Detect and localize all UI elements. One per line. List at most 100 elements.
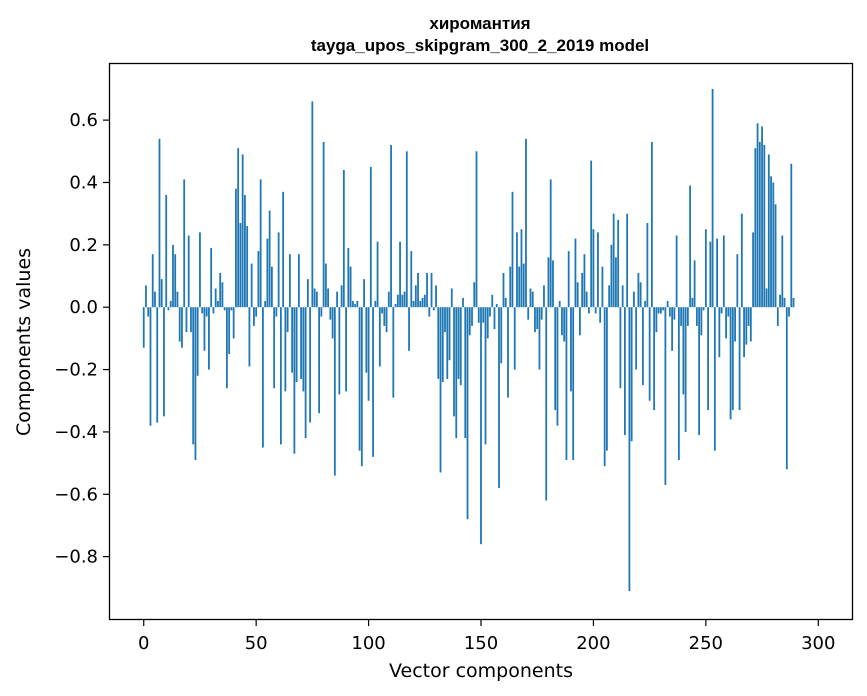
bar-156 [493, 307, 496, 330]
bar-107 [383, 307, 386, 326]
bar-269 [747, 307, 750, 326]
bar-28 [205, 307, 208, 317]
bar-35 [221, 282, 224, 308]
bar-121 [414, 285, 417, 308]
bar-276 [763, 145, 766, 308]
bar-126 [426, 272, 428, 308]
bar-138 [453, 307, 455, 417]
bar-78 [318, 307, 321, 414]
bar-236 [673, 307, 676, 320]
bar-247 [698, 307, 700, 436]
bar-267 [743, 307, 745, 358]
bar-154 [489, 307, 491, 317]
bar-234 [668, 307, 671, 317]
bar-139 [455, 307, 458, 439]
bar-256 [718, 307, 721, 358]
bar-32 [214, 288, 217, 308]
bar-207 [608, 285, 611, 308]
bar-288 [790, 163, 793, 308]
bar-248 [700, 307, 703, 336]
bar-143 [464, 307, 467, 439]
y-tick-label: 0.4 [69, 172, 98, 193]
bar-177 [540, 307, 543, 320]
bar-146 [471, 307, 473, 326]
bar-100 [367, 307, 370, 401]
bar-200 [592, 229, 595, 308]
bar-237 [675, 235, 678, 308]
bar-189 [567, 251, 570, 308]
x-tick-label: 150 [464, 633, 498, 654]
bar-197 [585, 291, 588, 308]
bar-129 [432, 307, 435, 311]
bar-55 [266, 238, 269, 308]
bar-11 [167, 307, 170, 311]
bar-23 [194, 307, 197, 460]
bar-45 [244, 194, 246, 308]
bar-171 [527, 307, 530, 320]
bar-26 [201, 307, 204, 314]
bar-103 [374, 300, 377, 308]
bar-179 [545, 307, 548, 501]
bar-6 [156, 307, 159, 423]
bar-239 [680, 307, 683, 326]
bar-2 [147, 307, 150, 317]
bar-173 [531, 291, 534, 308]
bar-51 [257, 251, 260, 308]
bar-44 [241, 154, 244, 308]
bar-252 [709, 241, 712, 308]
bar-259 [725, 307, 727, 339]
bar-246 [695, 307, 698, 326]
bar-188 [565, 307, 568, 460]
bar-175 [536, 307, 539, 330]
bar-226 [650, 141, 653, 308]
y-tick-label: −0.2 [54, 360, 98, 381]
bar-37 [226, 307, 228, 389]
bar-112 [394, 304, 397, 308]
bar-287 [788, 307, 790, 317]
bar-0 [142, 307, 145, 348]
bar-167 [518, 266, 521, 308]
bar-206 [606, 307, 608, 451]
bar-133 [441, 307, 444, 383]
x-tick-label: 200 [576, 633, 610, 654]
bar-187 [563, 307, 566, 342]
bar-67 [293, 307, 296, 454]
bar-96 [358, 307, 361, 451]
bar-63 [284, 307, 287, 392]
bar-235 [671, 307, 674, 351]
bar-180 [547, 257, 550, 308]
bar-83 [329, 307, 332, 320]
bar-75 [311, 101, 314, 308]
bar-213 [621, 285, 624, 308]
bar-203 [599, 307, 602, 323]
y-tick-label: −0.4 [54, 422, 98, 443]
bar-21 [190, 307, 192, 333]
bar-221 [639, 282, 642, 308]
bar-159 [500, 307, 503, 364]
bar-286 [785, 307, 788, 470]
bar-41 [235, 188, 237, 308]
bar-277 [765, 288, 768, 308]
bar-119 [410, 251, 413, 308]
bar-155 [491, 294, 494, 308]
bar-90 [345, 307, 347, 392]
bar-250 [704, 229, 707, 308]
bar-117 [405, 151, 408, 308]
bar-157 [495, 304, 498, 308]
bar-49 [253, 307, 255, 326]
x-axis-ticks: 0 50 100 150 200 250 300 [138, 619, 835, 654]
bar-92 [349, 266, 352, 308]
bar-229 [657, 307, 660, 314]
bar-89 [342, 170, 345, 308]
bar-241 [684, 307, 687, 432]
bar-285 [783, 297, 786, 308]
bar-10 [165, 194, 168, 308]
bar-125 [423, 294, 426, 308]
bar-71 [302, 307, 305, 392]
bar-19 [185, 307, 188, 333]
bar-34 [219, 272, 222, 308]
bar-260 [727, 307, 730, 317]
bar-272 [754, 148, 757, 308]
bar-113 [396, 294, 399, 308]
